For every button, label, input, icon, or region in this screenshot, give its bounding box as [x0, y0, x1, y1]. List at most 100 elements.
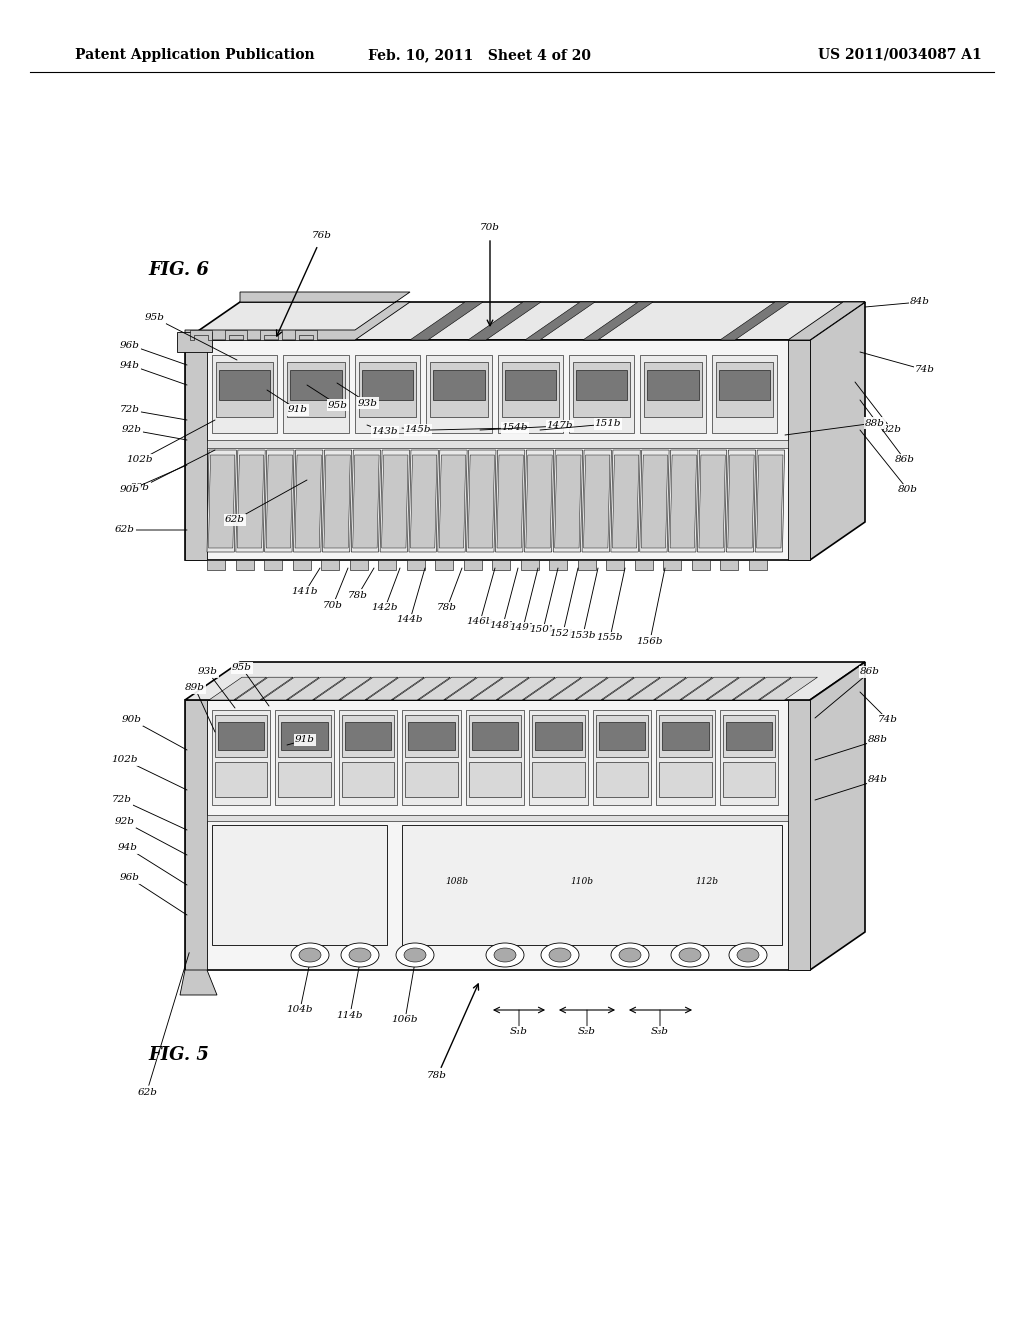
Bar	[719, 370, 770, 400]
Polygon shape	[699, 455, 725, 548]
Bar	[342, 762, 394, 797]
Bar	[215, 762, 267, 797]
Bar	[207, 814, 788, 821]
Text: 110b: 110b	[570, 878, 594, 887]
Bar	[409, 722, 455, 750]
Text: 72b: 72b	[112, 796, 187, 830]
Bar	[472, 722, 518, 750]
Bar	[288, 362, 345, 417]
Bar	[536, 722, 582, 750]
Ellipse shape	[299, 948, 321, 962]
Bar	[663, 722, 709, 750]
Text: 76b: 76b	[312, 231, 332, 240]
Text: 90b: 90b	[120, 465, 187, 495]
Bar	[291, 370, 342, 400]
Text: US 2011/0034087 A1: US 2011/0034087 A1	[818, 48, 982, 62]
Bar	[218, 722, 264, 750]
Polygon shape	[439, 455, 466, 548]
Bar	[236, 560, 254, 570]
Text: 91b: 91b	[287, 735, 315, 744]
Ellipse shape	[494, 948, 516, 962]
Bar	[644, 362, 701, 417]
Bar	[596, 762, 648, 797]
Polygon shape	[525, 302, 595, 341]
Polygon shape	[755, 450, 784, 552]
Text: 72b: 72b	[120, 405, 187, 420]
Polygon shape	[177, 333, 212, 352]
Text: 151b: 151b	[540, 420, 622, 430]
Polygon shape	[810, 302, 865, 560]
Text: 144b: 144b	[396, 568, 425, 624]
Bar	[321, 560, 339, 570]
Text: 147b: 147b	[480, 421, 573, 430]
Polygon shape	[445, 677, 503, 700]
Text: 102b: 102b	[112, 755, 187, 789]
Bar	[532, 715, 585, 756]
Ellipse shape	[671, 942, 709, 968]
Polygon shape	[351, 450, 381, 552]
Text: 149b: 149b	[510, 568, 538, 632]
Text: 70b: 70b	[323, 568, 348, 610]
Text: 93b: 93b	[198, 668, 234, 708]
Text: 150b: 150b	[529, 568, 558, 635]
Bar	[430, 362, 487, 417]
Polygon shape	[757, 455, 783, 548]
Bar	[712, 355, 777, 433]
Text: Feb. 10, 2011   Sheet 4 of 20: Feb. 10, 2011 Sheet 4 of 20	[369, 48, 592, 62]
Bar	[569, 355, 634, 433]
Bar	[426, 355, 492, 433]
Text: FIG. 5: FIG. 5	[148, 1045, 209, 1064]
Polygon shape	[352, 455, 379, 548]
Text: 96b: 96b	[120, 874, 187, 915]
Polygon shape	[669, 450, 698, 552]
Bar	[575, 370, 628, 400]
Polygon shape	[550, 677, 607, 700]
Text: 114b: 114b	[337, 962, 364, 1019]
Bar	[659, 762, 712, 797]
Polygon shape	[523, 677, 582, 700]
Bar	[406, 762, 458, 797]
Bar	[578, 560, 596, 570]
Polygon shape	[380, 450, 410, 552]
Bar	[529, 710, 588, 805]
Bar	[354, 355, 420, 433]
Polygon shape	[720, 302, 790, 341]
Polygon shape	[655, 677, 713, 700]
Ellipse shape	[349, 948, 371, 962]
Text: 104b: 104b	[287, 962, 313, 1015]
Polygon shape	[524, 450, 554, 552]
Polygon shape	[236, 450, 265, 552]
Text: 94b: 94b	[120, 360, 187, 385]
Text: 93b: 93b	[337, 383, 378, 408]
Polygon shape	[392, 677, 451, 700]
Bar	[596, 715, 648, 756]
Bar	[498, 355, 563, 433]
Polygon shape	[225, 330, 247, 341]
Bar	[378, 560, 396, 570]
Bar	[720, 710, 778, 805]
Polygon shape	[497, 455, 523, 548]
Text: 102b: 102b	[127, 420, 215, 465]
Bar	[593, 710, 651, 805]
Bar	[435, 560, 453, 570]
Bar	[361, 370, 413, 400]
Polygon shape	[697, 450, 727, 552]
Polygon shape	[582, 450, 611, 552]
Polygon shape	[410, 302, 483, 341]
Polygon shape	[577, 677, 634, 700]
Bar	[656, 710, 715, 805]
Ellipse shape	[549, 948, 571, 962]
Bar	[640, 355, 706, 433]
Polygon shape	[419, 677, 476, 700]
Ellipse shape	[618, 948, 641, 962]
Text: 108b: 108b	[445, 878, 469, 887]
Text: 143b: 143b	[367, 425, 398, 437]
Polygon shape	[612, 455, 639, 548]
Polygon shape	[584, 455, 610, 548]
Polygon shape	[367, 677, 424, 700]
Bar	[464, 560, 481, 570]
Text: 62b: 62b	[138, 1088, 158, 1097]
Text: 92b: 92b	[115, 817, 187, 855]
Text: 70b: 70b	[480, 223, 500, 232]
Ellipse shape	[737, 948, 759, 962]
